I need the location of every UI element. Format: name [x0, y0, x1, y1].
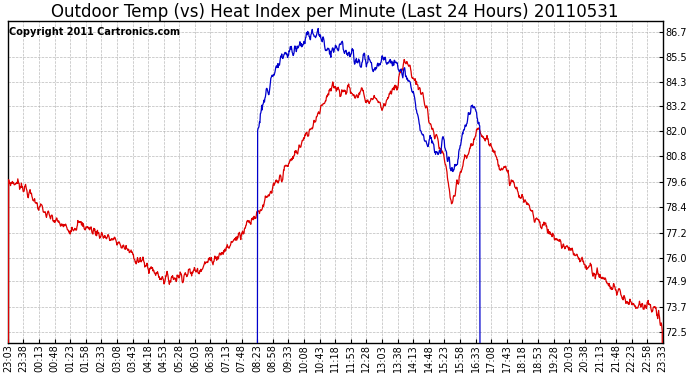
Text: Copyright 2011 Cartronics.com: Copyright 2011 Cartronics.com: [9, 27, 180, 38]
Title: Outdoor Temp (vs) Heat Index per Minute (Last 24 Hours) 20110531: Outdoor Temp (vs) Heat Index per Minute …: [52, 3, 619, 21]
